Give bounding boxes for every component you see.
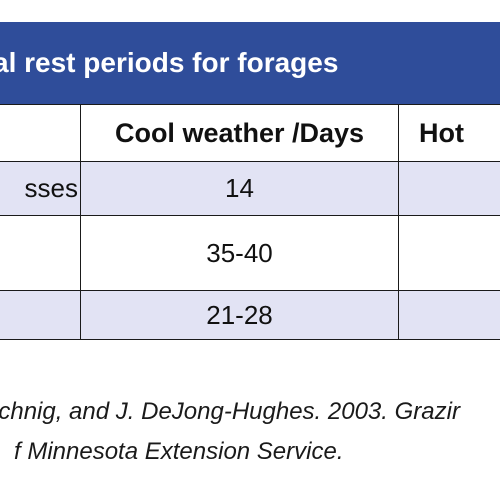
- cell-hot-days: [398, 161, 500, 216]
- cell-cool-days: 14: [80, 161, 399, 216]
- rest-periods-table: al rest periods for forages Cool weather…: [0, 22, 500, 340]
- cell-forage: [0, 215, 81, 291]
- table-row: sses 14: [0, 161, 500, 216]
- cell-forage: [0, 290, 81, 340]
- footnote-line-2: f Minnesota Extension Service.: [14, 438, 344, 465]
- table-title: al rest periods for forages: [0, 22, 500, 104]
- header-row: Cool weather /Days Hot: [0, 104, 500, 162]
- header-hot-weather: Hot: [398, 104, 500, 162]
- cell-cool-days: 35-40: [80, 215, 399, 291]
- source-footnote: echnig, and J. DeJong-Hughes. 2003. Graz…: [0, 392, 500, 472]
- header-forage-type: [0, 104, 81, 162]
- table-row: 35-40: [0, 215, 500, 291]
- data-table: Cool weather /Days Hot sses 14 35-40 21-…: [0, 104, 500, 340]
- cell-cool-days: 21-28: [80, 290, 399, 340]
- footnote-line-1: echnig, and J. DeJong-Hughes. 2003. Graz…: [0, 398, 460, 425]
- cell-forage: sses: [0, 161, 81, 216]
- table-row: 21-28: [0, 290, 500, 340]
- cell-hot-days: [398, 215, 500, 291]
- header-cool-weather: Cool weather /Days: [80, 104, 399, 162]
- cell-hot-days: [398, 290, 500, 340]
